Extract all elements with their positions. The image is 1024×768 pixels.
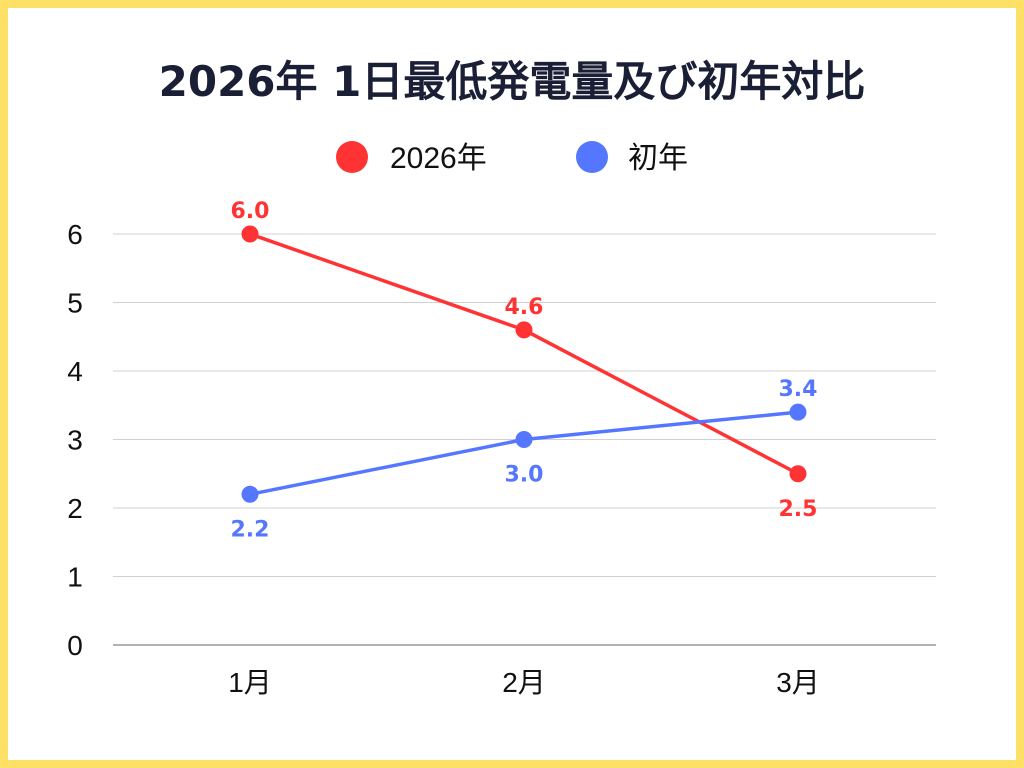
y-tick-label: 1 [67, 562, 83, 593]
x-tick-label: 3月 [776, 667, 820, 698]
x-tick-label: 2月 [502, 667, 546, 698]
chart-title: 2026年 1日最低発電量及び初年対比 [158, 57, 866, 106]
data-label: 4.6 [505, 295, 544, 320]
legend-label: 2026年 [390, 142, 487, 175]
data-point [515, 321, 533, 339]
data-point [515, 431, 533, 448]
chart-frame [8, 8, 1016, 760]
legend-label: 初年 [628, 142, 688, 175]
data-point [241, 485, 259, 503]
legend-marker [336, 141, 368, 173]
y-tick-label: 3 [67, 425, 83, 456]
data-point [241, 225, 259, 243]
y-tick-label: 5 [67, 288, 83, 319]
y-tick-label: 2 [67, 493, 83, 524]
data-point [789, 465, 807, 483]
y-tick-label: 6 [67, 219, 83, 250]
data-label: 3.4 [779, 377, 818, 402]
y-tick-label: 0 [67, 630, 83, 661]
data-label: 2.5 [779, 497, 818, 522]
legend-marker [576, 141, 608, 173]
y-tick-label: 4 [67, 356, 83, 387]
data-label: 6.0 [231, 199, 270, 224]
x-tick-label: 1月 [228, 667, 272, 698]
data-label: 2.2 [231, 517, 270, 542]
data-label: 3.0 [505, 463, 544, 488]
data-point [789, 403, 807, 421]
